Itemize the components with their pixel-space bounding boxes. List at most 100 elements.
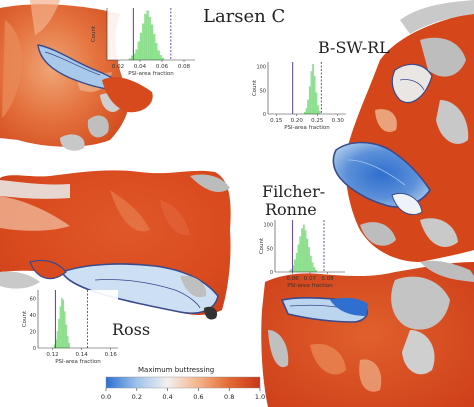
hist-bar xyxy=(307,99,309,115)
hist-y-tick-label: 100 xyxy=(256,65,266,71)
hist-bar xyxy=(313,267,316,273)
hist-bar xyxy=(318,111,321,115)
hist-bar xyxy=(135,49,138,61)
colorbar-tick-label: 0.4 xyxy=(162,393,172,401)
colorbar-title: Maximum buttressing xyxy=(138,366,215,374)
hist-bar xyxy=(317,105,319,115)
hist-bar xyxy=(66,336,69,349)
hist-bar xyxy=(309,255,312,273)
hist-x-axis-title: PSI-area fraction xyxy=(284,125,330,131)
hist-background xyxy=(38,290,118,348)
hist-y-tick-label: 40 xyxy=(30,313,36,319)
hist-x-tick-label: 0.20 xyxy=(291,118,304,124)
hist-bar xyxy=(137,41,140,61)
filcher-ronne-histogram: 0.06 0.07 0.08 0 50 100 PSI-area fraction Count xyxy=(259,220,345,289)
hist-bar xyxy=(315,92,318,115)
colorbar-tick-label: 0.0 xyxy=(101,393,111,401)
hist-bar xyxy=(306,238,309,273)
ross-map xyxy=(0,170,231,320)
bswrl-histogram: 0.15 0.20 0.25 0.30 0 50 100 PSI-area fraction C… xyxy=(252,62,346,131)
hist-x-tick-label: 0.04 xyxy=(134,64,147,70)
hist-bar xyxy=(142,23,145,61)
colorbar: 0.0 0.2 0.4 0.6 0.8 1.0 xyxy=(101,376,265,401)
hist-y-axis-title: Count xyxy=(91,25,97,42)
hist-x-tick-label: 0.14 xyxy=(76,352,89,358)
hist-x-axis-title: PSI-area fraction xyxy=(287,283,333,289)
larsen-c-histogram: 0.02 0.04 0.06 0.08 PSI-area fraction Count xyxy=(91,8,195,77)
hist-y-tick-label: 100 xyxy=(263,223,273,229)
hist-x-tick-label: 0.07 xyxy=(304,276,317,282)
hist-bar xyxy=(155,43,158,61)
hist-bar xyxy=(62,299,65,349)
hist-bar xyxy=(294,259,296,273)
hist-bar xyxy=(56,331,59,349)
bswrl-map xyxy=(332,0,474,262)
hist-bar xyxy=(161,57,165,61)
colorbar-tick-label: 0.6 xyxy=(193,393,203,401)
hist-bar xyxy=(313,76,316,115)
hist-bar xyxy=(157,50,160,61)
hist-bar xyxy=(61,298,63,349)
hist-x-tick-label: 0.02 xyxy=(112,64,124,70)
hist-x-tick-label: 0.06 xyxy=(286,276,299,282)
hist-bar xyxy=(139,32,143,61)
hist-bar xyxy=(308,86,311,115)
filcher-ronne-map xyxy=(261,260,474,407)
label-filcher-line1: Filcher- xyxy=(262,182,326,201)
colorbar-tick-label: 1.0 xyxy=(255,393,265,401)
hist-x-tick-label: 0.16 xyxy=(105,352,118,358)
hist-y-tick-label: 50 xyxy=(260,88,266,94)
hist-x-tick-label: 0.15 xyxy=(270,118,283,124)
hist-y-tick-label: 50 xyxy=(267,246,273,252)
hist-y-axis-title: Count xyxy=(259,237,265,254)
hist-x-axis-title: PSI-area fraction xyxy=(55,359,101,365)
hist-bar xyxy=(58,318,60,349)
label-ross: Ross xyxy=(112,320,151,339)
hist-x-axis-title: PSI-area fraction xyxy=(128,71,174,77)
hist-background xyxy=(268,62,346,114)
hist-x-tick-label: 0.06 xyxy=(156,64,169,70)
hist-bar xyxy=(308,247,310,273)
hist-bar xyxy=(302,224,305,273)
hist-bar xyxy=(310,71,313,115)
hist-x-tick-label: 0.30 xyxy=(332,118,345,124)
hist-bar xyxy=(297,244,300,273)
hist-y-tick-label: 60 xyxy=(30,296,36,302)
hist-y-tick-label: 20 xyxy=(30,329,36,335)
hist-y-tick-label: 0 xyxy=(270,270,273,276)
label-larsen-c: Larsen C xyxy=(203,6,286,27)
hist-bar xyxy=(301,228,303,273)
ross-histogram: 0.12 0.14 0.16 0 20 40 60 PSI-area fraction Coun… xyxy=(22,290,118,365)
hist-bar xyxy=(299,236,302,273)
hist-bar xyxy=(159,55,162,61)
hist-bar xyxy=(153,33,156,61)
hist-bar xyxy=(65,324,67,349)
hist-bar xyxy=(68,342,70,349)
hist-x-tick-label: 0.25 xyxy=(311,118,324,124)
hist-bar xyxy=(295,252,298,273)
hist-y-tick-label: 0 xyxy=(33,346,36,352)
label-filcher-line2: Ronne xyxy=(265,200,317,219)
hist-bar xyxy=(59,306,62,349)
hist-bar xyxy=(148,17,151,61)
hist-y-axis-title: Count xyxy=(22,310,28,327)
hist-bar xyxy=(146,10,149,61)
hist-x-tick-label: 0.08 xyxy=(178,64,191,70)
hist-bar xyxy=(150,24,154,61)
hist-bar xyxy=(305,108,308,115)
hist-bar xyxy=(312,64,314,115)
colorbar-tick-label: 0.2 xyxy=(132,393,142,401)
colorbar-gradient xyxy=(105,376,261,389)
label-bswrl: B-SW-RL xyxy=(318,38,390,57)
hist-x-tick-label: 0.08 xyxy=(321,276,334,282)
hist-x-tick-label: 0.12 xyxy=(46,352,58,358)
hist-y-axis-title: Count xyxy=(252,79,258,96)
hist-bar xyxy=(64,311,66,349)
colorbar-tick-label: 0.8 xyxy=(224,393,234,401)
hist-y-tick-label: 0 xyxy=(263,112,266,118)
hist-bar xyxy=(304,230,307,273)
larsen-c-map xyxy=(0,0,153,151)
hist-bar xyxy=(144,14,147,61)
hist-bar xyxy=(311,262,314,273)
